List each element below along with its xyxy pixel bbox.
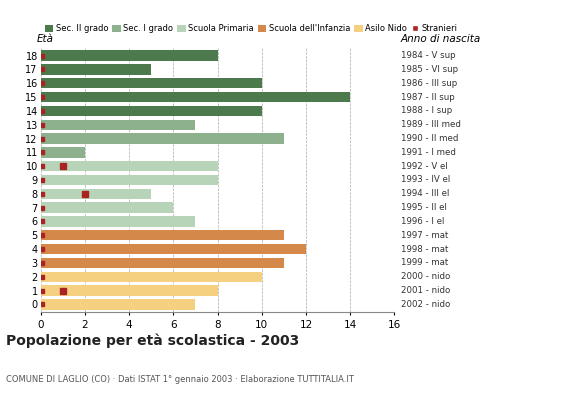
Bar [41, 299, 195, 310]
Bar [41, 92, 350, 102]
Text: 1988 - I sup: 1988 - I sup [401, 106, 452, 115]
Text: 1995 - II el: 1995 - II el [401, 203, 447, 212]
Bar [41, 272, 262, 282]
Bar [41, 244, 306, 254]
Bar [41, 216, 195, 227]
Text: 2002 - nido: 2002 - nido [401, 300, 450, 309]
Text: 1998 - mat: 1998 - mat [401, 245, 448, 254]
Text: 1990 - II med: 1990 - II med [401, 134, 458, 143]
Text: 1984 - V sup: 1984 - V sup [401, 51, 455, 60]
Bar [41, 202, 173, 213]
Bar [41, 133, 284, 144]
Bar [41, 78, 262, 88]
Text: 1992 - V el: 1992 - V el [401, 162, 448, 171]
Bar [41, 285, 218, 296]
Bar [41, 161, 218, 171]
Text: 1999 - mat: 1999 - mat [401, 258, 448, 268]
Bar [41, 106, 262, 116]
Text: 1986 - III sup: 1986 - III sup [401, 79, 457, 88]
Text: 1994 - III el: 1994 - III el [401, 189, 450, 198]
Text: 1996 - I el: 1996 - I el [401, 217, 444, 226]
Text: Età: Età [37, 34, 54, 44]
Text: Anno di nascita: Anno di nascita [401, 34, 481, 44]
Text: 2000 - nido: 2000 - nido [401, 272, 450, 281]
Bar [41, 258, 284, 268]
Text: 1985 - VI sup: 1985 - VI sup [401, 65, 458, 74]
Bar [41, 147, 85, 158]
Bar [41, 189, 151, 199]
Bar [41, 230, 284, 240]
Legend: Sec. II grado, Sec. I grado, Scuola Primaria, Scuola dell'Infanzia, Asilo Nido, : Sec. II grado, Sec. I grado, Scuola Prim… [45, 24, 458, 33]
Bar [41, 64, 151, 75]
Text: 2001 - nido: 2001 - nido [401, 286, 450, 295]
Bar [41, 175, 218, 185]
Text: 1987 - II sup: 1987 - II sup [401, 92, 455, 102]
Text: 1989 - III med: 1989 - III med [401, 120, 461, 129]
Text: 1993 - IV el: 1993 - IV el [401, 176, 450, 184]
Text: 1991 - I med: 1991 - I med [401, 148, 456, 157]
Bar [41, 120, 195, 130]
Text: COMUNE DI LAGLIO (CO) · Dati ISTAT 1° gennaio 2003 · Elaborazione TUTTITALIA.IT: COMUNE DI LAGLIO (CO) · Dati ISTAT 1° ge… [6, 375, 354, 384]
Text: 1997 - mat: 1997 - mat [401, 231, 448, 240]
Bar [41, 50, 218, 61]
Text: Popolazione per età scolastica - 2003: Popolazione per età scolastica - 2003 [6, 334, 299, 348]
